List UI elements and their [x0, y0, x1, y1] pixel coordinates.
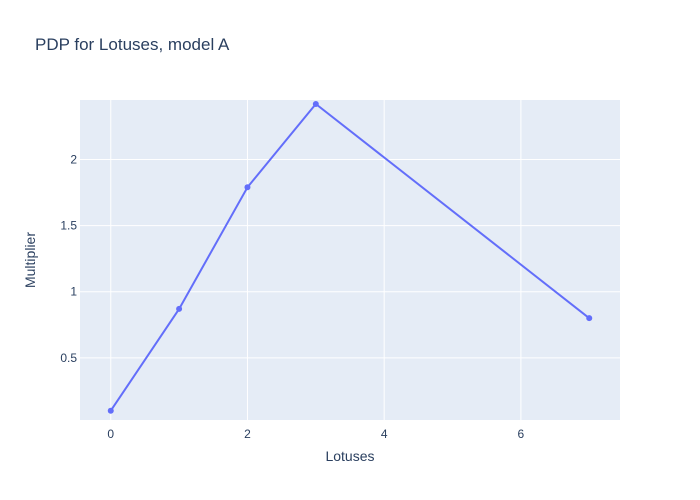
x-axis-title: Lotuses	[325, 448, 374, 464]
data-points	[107, 100, 593, 414]
x-tick-label: 0	[107, 427, 114, 441]
y-tick-label: 1.5	[60, 219, 77, 233]
x-tick-label: 4	[381, 427, 388, 441]
x-axis-ticks: 0 2 4 6	[107, 427, 524, 441]
x-tick-label: 2	[244, 427, 251, 441]
chart-title: PDP for Lotuses, model A	[35, 35, 230, 54]
y-tick-label: 1	[70, 285, 77, 299]
data-point	[244, 184, 251, 191]
x-tick-label: 6	[518, 427, 525, 441]
data-point	[312, 100, 319, 107]
y-axis-title: Multiplier	[22, 232, 38, 288]
y-axis-ticks: 0.5 1 1.5 2	[60, 153, 77, 365]
y-tick-label: 2	[70, 153, 77, 167]
y-tick-label: 0.5	[60, 351, 77, 365]
data-point	[586, 315, 593, 322]
data-point	[176, 305, 183, 312]
data-point	[107, 407, 114, 414]
grid-lines	[80, 100, 620, 420]
plot-area	[80, 100, 620, 420]
